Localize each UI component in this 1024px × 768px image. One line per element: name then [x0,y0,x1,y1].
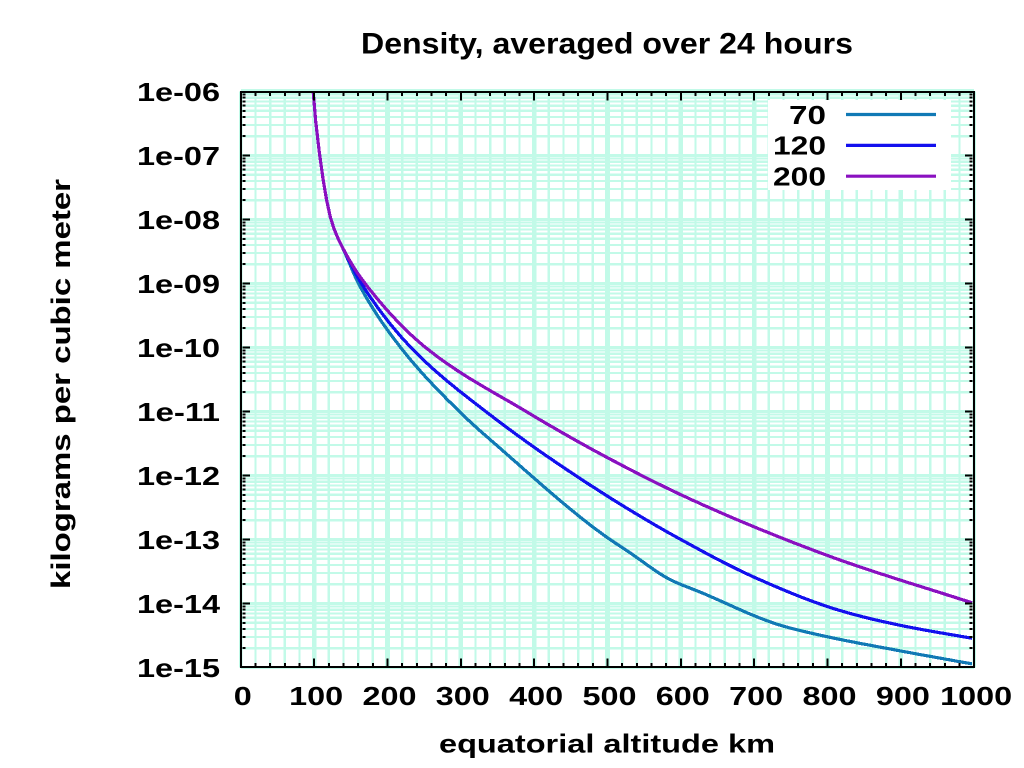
svg-text:200: 200 [773,162,826,192]
svg-text:200: 200 [363,681,417,711]
svg-text:kilograms per cubic meter: kilograms per cubic meter [46,178,76,589]
svg-text:120: 120 [773,131,826,161]
svg-text:70: 70 [789,100,826,130]
svg-text:Density, averaged over 24 hour: Density, averaged over 24 hours [361,28,853,61]
svg-text:1000: 1000 [940,681,1012,711]
svg-text:600: 600 [656,681,710,711]
svg-text:1e-10: 1e-10 [137,333,220,363]
svg-text:900: 900 [876,681,930,711]
svg-text:0: 0 [234,681,252,711]
svg-text:1e-11: 1e-11 [137,397,220,427]
svg-text:800: 800 [803,681,857,711]
svg-text:400: 400 [509,681,563,711]
svg-text:500: 500 [583,681,637,711]
svg-text:1e-08: 1e-08 [137,205,220,235]
svg-text:1e-14: 1e-14 [137,589,221,619]
svg-text:1e-13: 1e-13 [137,525,220,555]
svg-text:1e-15: 1e-15 [137,653,220,683]
svg-text:1e-12: 1e-12 [137,461,220,491]
svg-text:100: 100 [289,681,343,711]
svg-text:700: 700 [729,681,783,711]
svg-text:1e-06: 1e-06 [137,77,220,107]
svg-text:equatorial altitude km: equatorial altitude km [439,729,775,759]
svg-text:1e-09: 1e-09 [137,269,220,299]
svg-text:300: 300 [436,681,490,711]
svg-text:1e-07: 1e-07 [137,141,220,171]
